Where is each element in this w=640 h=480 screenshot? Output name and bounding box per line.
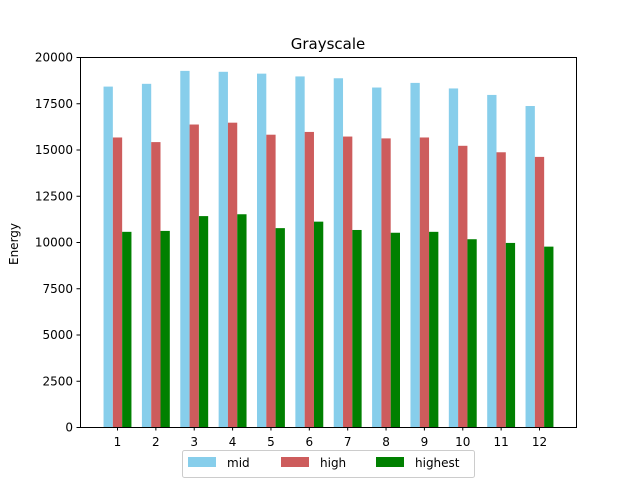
y-tick-label: 17500 xyxy=(35,97,73,111)
bar-mid-3 xyxy=(180,70,190,428)
x-ticks: 1 2 3 4 5 6 7 8 9 10 11 12 xyxy=(114,427,547,449)
bar-mid-1 xyxy=(103,86,113,427)
bar-highest-6 xyxy=(313,221,324,427)
legend: mid high highest xyxy=(182,450,475,478)
bar-mid-7 xyxy=(333,78,344,428)
y-tick-label: 7500 xyxy=(42,282,73,296)
bar-high-8 xyxy=(381,138,391,427)
legend-label-highest: highest xyxy=(415,456,460,470)
x-tick-label: 8 xyxy=(382,435,390,449)
y-tick-label: 15000 xyxy=(35,143,73,157)
y-tick-label: 2500 xyxy=(42,374,73,388)
bar-high-4 xyxy=(227,122,238,428)
bar-mid-4 xyxy=(218,71,228,428)
chart-title: Grayscale xyxy=(291,35,366,53)
x-tick-label: 2 xyxy=(152,435,160,449)
bar-mid-12 xyxy=(525,106,535,428)
bar-high-5 xyxy=(266,134,276,427)
bar-high-1 xyxy=(112,137,123,428)
bar-high-6 xyxy=(304,131,314,427)
y-tick-label: 12500 xyxy=(35,189,73,203)
x-tick-label: 5 xyxy=(267,435,275,449)
bar-highest-8 xyxy=(390,232,400,427)
legend-swatch-highest xyxy=(376,457,404,467)
bar-highest-10 xyxy=(467,239,477,427)
y-tick-label: 0 xyxy=(65,421,73,435)
x-tick-label: 1 xyxy=(114,435,122,449)
plot-frame xyxy=(80,57,577,428)
bar-mid-9 xyxy=(410,82,420,428)
bar-highest-7 xyxy=(352,229,362,427)
bar-highest-3 xyxy=(198,216,209,427)
bar-high-7 xyxy=(343,136,353,428)
y-tick-label: 20000 xyxy=(35,51,73,65)
legend-swatch-high xyxy=(281,457,309,467)
bar-mid-2 xyxy=(141,83,152,427)
bar-highest-2 xyxy=(160,230,170,427)
x-tick-label: 6 xyxy=(305,435,313,449)
bar-high-9 xyxy=(419,137,430,428)
y-ticks: 0 2500 5000 7500 10000 12500 15000 17500 20000 xyxy=(35,51,80,435)
bar-high-12 xyxy=(534,156,545,427)
x-tick-label: 7 xyxy=(344,435,352,449)
bar-mid-6 xyxy=(295,76,305,428)
bar-high-10 xyxy=(458,145,468,428)
y-tick-label: 10000 xyxy=(35,236,73,250)
bar-mid-5 xyxy=(257,73,267,428)
bar-highest-9 xyxy=(429,231,439,427)
legend-label-mid: mid xyxy=(227,456,250,470)
bar-mid-8 xyxy=(372,87,382,427)
bar-high-3 xyxy=(189,124,199,428)
bar-highest-4 xyxy=(237,214,247,427)
x-tick-label: 3 xyxy=(190,435,198,449)
bar-mid-10 xyxy=(448,88,459,427)
bar-mid-11 xyxy=(487,94,497,428)
x-tick-label: 10 xyxy=(455,435,470,449)
y-axis-label: Energy xyxy=(7,223,21,265)
x-tick-label: 11 xyxy=(493,435,508,449)
legend-swatch-mid xyxy=(188,457,216,467)
bar-high-2 xyxy=(151,142,161,427)
bar-highest-12 xyxy=(544,246,554,428)
bars-group xyxy=(103,70,554,428)
legend-label-high: high xyxy=(320,456,346,470)
y-tick-label: 5000 xyxy=(42,328,73,342)
x-tick-label: 9 xyxy=(421,435,429,449)
bar-highest-11 xyxy=(505,242,516,427)
x-tick-label: 12 xyxy=(532,435,547,449)
bar-high-11 xyxy=(496,152,506,427)
bar-highest-1 xyxy=(122,231,132,427)
x-tick-label: 4 xyxy=(229,435,237,449)
bar-highest-5 xyxy=(275,228,285,428)
